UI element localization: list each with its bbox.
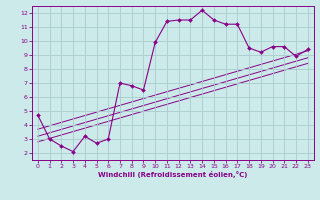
X-axis label: Windchill (Refroidissement éolien,°C): Windchill (Refroidissement éolien,°C) <box>98 171 247 178</box>
